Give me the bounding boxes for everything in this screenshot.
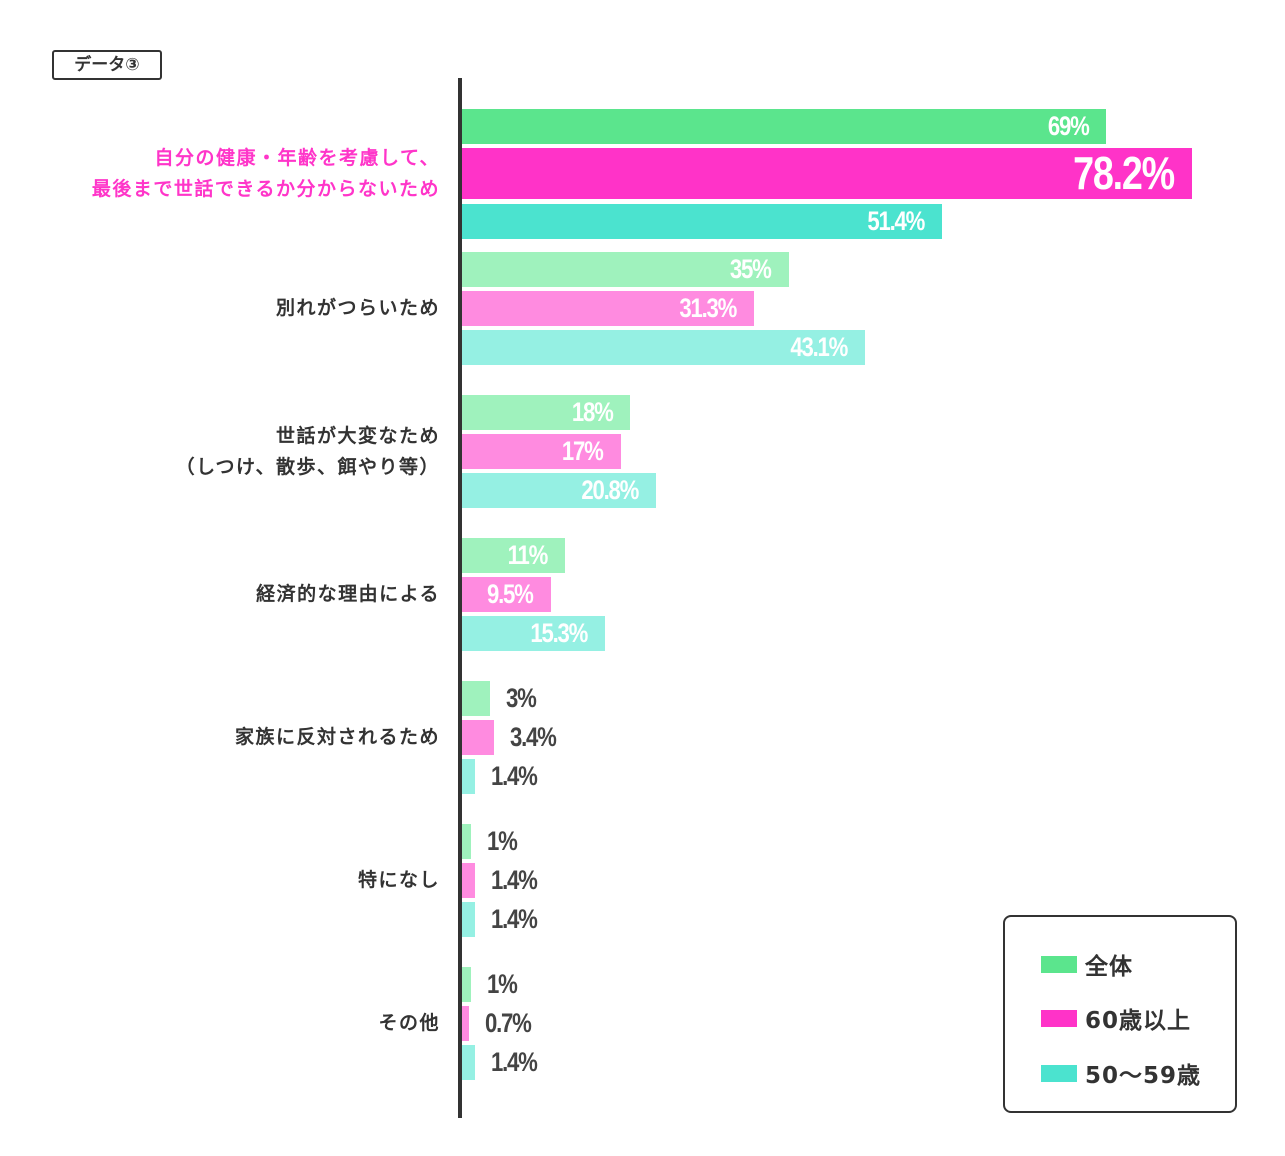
value-label-50s-1: 43.1% <box>789 332 848 362</box>
category-label-line: 世話が大変なため <box>275 424 440 447</box>
bar-all-5 <box>462 824 472 859</box>
value-label-all-4: 3% <box>506 683 537 713</box>
value-label-60plus-6: 0.7% <box>484 1008 532 1038</box>
category-label-5: 特になし <box>20 865 440 896</box>
value-label-all-6: 1% <box>487 969 518 999</box>
bar-60plus-1 <box>462 291 755 326</box>
category-label-3: 経済的な理由による <box>20 579 440 610</box>
value-label-50s-5: 1.4% <box>491 904 538 934</box>
value-label-60plus-5: 1.4% <box>491 865 538 895</box>
value-label-50s-3: 15.3% <box>530 618 588 648</box>
category-label-line: 経済的な理由による <box>256 583 440 605</box>
category-label-0: 自分の健康・年齢を考慮して、最後まで世話できるか分からないため <box>20 143 440 205</box>
y-axis-line <box>458 78 462 1118</box>
value-label-50s-2: 20.8% <box>581 475 640 505</box>
value-label-all-1: 35% <box>730 254 772 284</box>
category-label-6: その他 <box>20 1008 440 1039</box>
bar-50s-1 <box>462 330 865 365</box>
value-label-all-2: 18% <box>571 397 613 427</box>
value-label-50s-0: 51.4% <box>867 206 925 236</box>
bar-all-1 <box>462 252 789 287</box>
bar-all-2 <box>462 395 631 430</box>
bar-60plus-6 <box>462 1006 469 1041</box>
legend-label-50s: 50～59歳 <box>1085 1063 1202 1089</box>
bar-all-4 <box>462 681 491 716</box>
legend-swatch-50s <box>1041 1064 1077 1082</box>
bar-60plus-0 <box>462 148 1193 199</box>
bar-60plus-2 <box>462 434 621 469</box>
bar-60plus-4 <box>462 720 494 755</box>
bar-50s-5 <box>462 902 476 937</box>
value-label-60plus-4: 3.4% <box>509 722 557 752</box>
category-label-line: 自分の健康・年齢を考慮して、 <box>154 146 440 169</box>
category-label-line: （しつけ、散歩、餌やり等） <box>175 455 440 478</box>
value-label-all-3: 11% <box>507 540 548 570</box>
bar-50s-3 <box>462 616 605 651</box>
bar-all-0 <box>462 109 1107 144</box>
bar-50s-0 <box>462 204 943 239</box>
bar-all-3 <box>462 538 565 573</box>
value-label-60plus-2: 17% <box>562 436 604 466</box>
bar-60plus-5 <box>462 863 476 898</box>
legend-swatch-all <box>1041 955 1077 973</box>
legend-label-all: 全体 <box>1085 954 1133 980</box>
legend: 全体 60歳以上 50～59歳 <box>1003 915 1237 1113</box>
bar-60plus-3 <box>462 577 551 612</box>
value-label-60plus-3: 9.5% <box>487 579 534 609</box>
legend-item-60plus: 60歳以上 <box>1041 1003 1192 1034</box>
category-label-line: その他 <box>378 1012 440 1034</box>
value-label-60plus-1: 31.3% <box>679 293 738 323</box>
bar-all-6 <box>462 967 472 1002</box>
bar-50s-4 <box>462 759 476 794</box>
category-label-line: 家族に反対されるため <box>234 726 440 748</box>
legend-label-60plus: 60歳以上 <box>1085 1008 1192 1034</box>
category-label-4: 家族に反対されるため <box>20 722 440 753</box>
data-tag: データ③ <box>52 50 162 80</box>
category-label-line: 最後まで世話できるか分からないため <box>91 177 440 200</box>
value-label-all-0: 69% <box>1047 111 1090 141</box>
value-label-50s-6: 1.4% <box>491 1047 538 1077</box>
category-label-1: 別れがつらいため <box>20 293 440 324</box>
bar-50s-6 <box>462 1045 476 1080</box>
value-label-all-5: 1% <box>487 826 518 856</box>
value-label-50s-4: 1.4% <box>491 761 538 791</box>
category-label-line: 別れがつらいため <box>275 297 440 319</box>
legend-item-50s: 50～59歳 <box>1041 1058 1202 1089</box>
category-label-2: 世話が大変なため （しつけ、散歩、餌やり等） <box>20 421 440 483</box>
category-label-line: 特になし <box>357 869 440 891</box>
bar-50s-2 <box>462 473 657 508</box>
legend-item-all: 全体 <box>1041 949 1133 980</box>
value-label-60plus-0: 78.2% <box>1073 147 1176 199</box>
legend-swatch-60plus <box>1041 1009 1077 1027</box>
